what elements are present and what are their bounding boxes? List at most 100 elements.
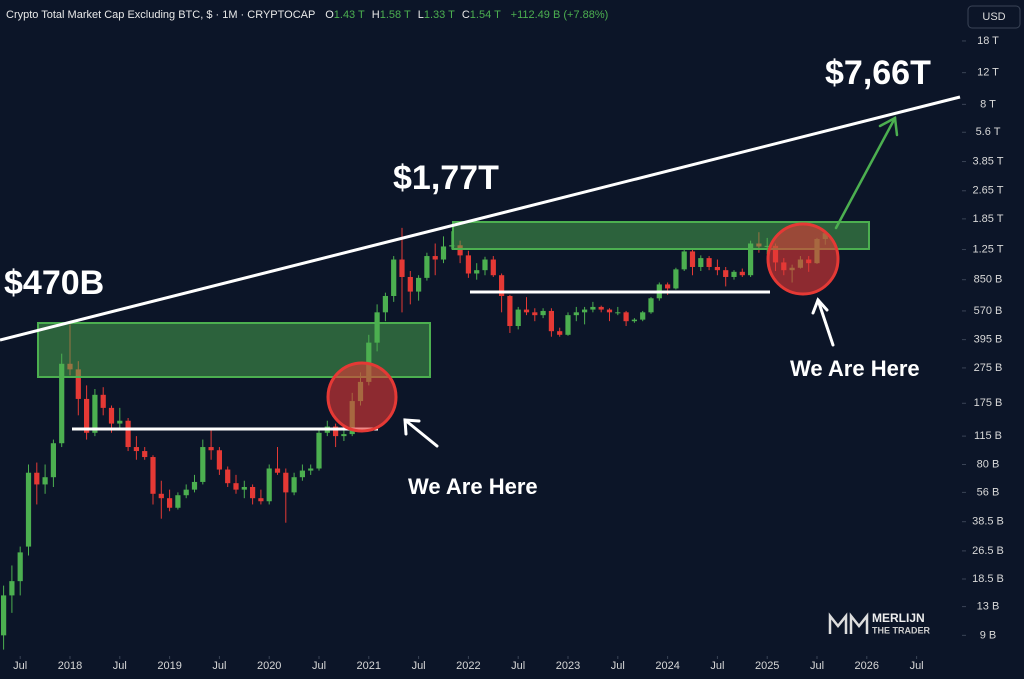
candle-body [299, 470, 305, 478]
candle-body [623, 312, 629, 322]
candle-body [59, 363, 65, 444]
x-tick-label: 2022 [456, 660, 480, 672]
candle-body [158, 493, 164, 499]
change: +112.49 B (+7.88%) [510, 9, 609, 21]
candle-body [100, 394, 106, 408]
x-tick-label: Jul [710, 660, 724, 672]
candle-body [399, 259, 405, 277]
x-tick-label: 2025 [755, 660, 779, 672]
candle-body [465, 255, 471, 274]
y-tick-label: 1.85 T [973, 213, 1004, 225]
ohlc-key: C [461, 9, 470, 21]
x-tick-label: 2021 [357, 660, 381, 672]
y-tick-label: 850 B [974, 274, 1003, 286]
candle-body [175, 495, 181, 508]
ohlc-legend: O1.43 T H1.58 T L1.33 T C1.54 T [318, 9, 500, 21]
y-tick-label: 115 B [974, 430, 1002, 442]
candle-body [482, 259, 488, 271]
candle-body [142, 451, 148, 458]
currency-box [967, 5, 1021, 29]
candle-body [191, 481, 198, 490]
x-tick-label: 2020 [257, 660, 281, 672]
target-arrow [834, 116, 899, 230]
annotations: $470B $1,77T $7,66T We Are Here We Are H… [4, 54, 931, 499]
candle-body [382, 295, 388, 313]
candle-body [291, 477, 297, 493]
annotation: $7,66T [825, 54, 931, 92]
ohlc-key: O [325, 9, 334, 21]
x-tick-label: Jul [810, 660, 824, 672]
candle-body [84, 398, 90, 433]
candle-body [17, 552, 23, 582]
candle-body [698, 258, 704, 267]
candle-body [432, 256, 438, 260]
annotation: $1,77T [393, 159, 499, 197]
candle-body [1, 595, 7, 636]
candle-body [92, 394, 98, 433]
y-tick-label: 8 T [980, 98, 996, 110]
candle-body [341, 434, 347, 437]
candle-body [714, 266, 720, 271]
candle-body [283, 472, 289, 493]
annotation: $470B [4, 264, 104, 302]
candle-body [407, 276, 413, 292]
candle-body [208, 447, 214, 451]
candle-body [748, 243, 754, 276]
candle-body [598, 306, 604, 310]
x-tick-label: 2024 [655, 660, 679, 672]
y-tick-label: 26.5 B [972, 545, 1004, 557]
plot: 18 T 12 T 8 T 5.6 T 3.85 T 2.65 T 1.85 T 1.25 T… [1, 35, 1004, 672]
candle-body [274, 468, 281, 473]
candle-body [723, 270, 729, 277]
annotation: We Are Here [408, 474, 538, 499]
y-tick-label: 80 B [977, 458, 1000, 470]
y-tick-label: 38.5 B [972, 516, 1004, 528]
ohlc-key: H [371, 9, 380, 21]
candle-body [490, 259, 496, 276]
candle-body [739, 271, 745, 276]
ohlc-value: 1.54 T [469, 9, 501, 21]
candle-body [631, 319, 637, 322]
candle-body [42, 477, 48, 485]
header: Crypto Total Market Cap Excluding BTC, $… [6, 9, 608, 21]
x-tick-label: Jul [511, 660, 525, 672]
candle-body [523, 309, 530, 313]
candle-body [225, 469, 231, 484]
candle-body [440, 246, 447, 260]
candle-body [416, 277, 422, 292]
candle-body [125, 420, 131, 448]
candle-body [640, 312, 646, 320]
candle-body [200, 447, 206, 482]
candle-body [150, 457, 156, 494]
candle-body [689, 251, 696, 267]
candle-body [333, 426, 339, 437]
highlight-circle [326, 361, 398, 433]
y-tick-label: 395 B [974, 334, 1003, 346]
candle-body [573, 312, 579, 316]
y-tick-label: 56 B [977, 486, 1000, 498]
candle-body [9, 581, 15, 596]
candle-body [258, 498, 264, 502]
candle-body [532, 312, 538, 316]
candle-body [449, 245, 455, 247]
candle-body [133, 447, 139, 452]
x-tick-label: 2023 [556, 660, 580, 672]
candle-body [665, 284, 671, 289]
candle-body [308, 468, 314, 471]
trend-line [0, 95, 961, 342]
candle-body [474, 270, 480, 274]
watermark-text: MERLIJN [872, 611, 925, 625]
y-tick-label: 13 B [977, 600, 1000, 612]
highlight-circle [766, 222, 840, 296]
candle-body [499, 275, 505, 296]
x-tick-label: 2018 [58, 660, 82, 672]
candle-body [391, 259, 397, 296]
y-tick-label: 3.85 T [973, 155, 1004, 167]
candle-body [50, 443, 56, 478]
candle-body [216, 450, 222, 470]
ohlc-value: 1.33 T [423, 9, 455, 21]
candle-body [590, 306, 596, 310]
candle-body [706, 258, 712, 267]
